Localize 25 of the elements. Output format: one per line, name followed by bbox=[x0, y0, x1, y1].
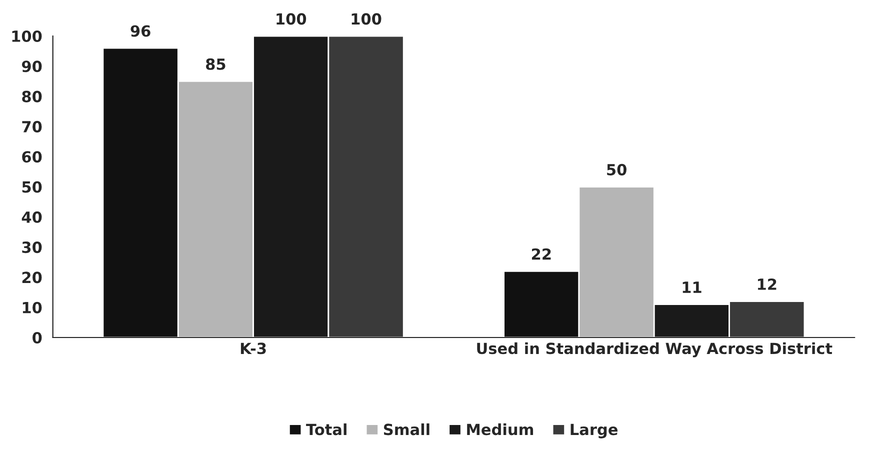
legend-label: Small bbox=[384, 423, 430, 436]
y-tick-label: 80 bbox=[22, 90, 42, 102]
x-tick-label: Used in Standardized Way Across District bbox=[477, 342, 832, 358]
y-tick-label: 0 bbox=[32, 332, 42, 344]
data-label: 11 bbox=[682, 282, 702, 293]
y-tick-label: 40 bbox=[22, 211, 42, 223]
y-tick-label: 70 bbox=[22, 120, 42, 132]
legend-label: Medium bbox=[467, 423, 534, 436]
data-label: 85 bbox=[206, 58, 226, 70]
legend-label: Total bbox=[306, 423, 346, 436]
y-tick-label: 90 bbox=[22, 60, 42, 72]
data-label: 50 bbox=[607, 164, 626, 176]
y-tick-label: 30 bbox=[22, 242, 42, 254]
y-tick-label: 50 bbox=[22, 181, 42, 193]
x-tick-label: K-3 bbox=[240, 342, 266, 354]
data-label: 100 bbox=[276, 13, 306, 25]
y-tick-label: 100 bbox=[12, 30, 42, 42]
data-label: 22 bbox=[532, 248, 551, 260]
data-label: 12 bbox=[758, 278, 776, 290]
y-tick-label: 10 bbox=[22, 302, 42, 314]
y-tick-label: 60 bbox=[22, 151, 42, 163]
data-label: 100 bbox=[352, 13, 382, 25]
data-label: 96 bbox=[130, 25, 150, 37]
y-tick-label: 20 bbox=[22, 272, 42, 284]
legend-label: Large bbox=[570, 424, 618, 438]
